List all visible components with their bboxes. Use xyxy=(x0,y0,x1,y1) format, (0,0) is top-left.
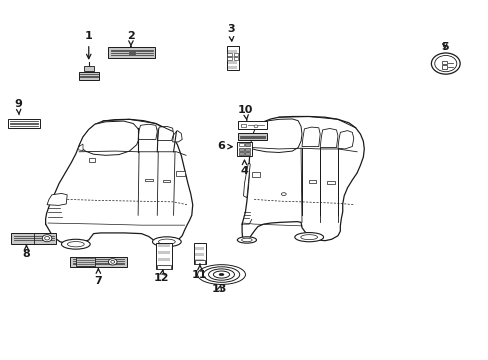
Bar xyxy=(157,258,170,261)
Bar xyxy=(226,46,238,70)
Ellipse shape xyxy=(294,233,323,242)
Text: 6: 6 xyxy=(217,141,232,152)
Bar xyxy=(157,244,170,247)
Bar xyxy=(156,243,172,269)
Bar xyxy=(195,244,204,247)
Text: 12: 12 xyxy=(154,270,169,283)
Bar xyxy=(157,265,170,269)
Bar xyxy=(233,57,238,60)
Bar xyxy=(84,66,93,71)
Bar xyxy=(238,152,243,155)
Ellipse shape xyxy=(241,238,252,242)
Bar xyxy=(227,61,237,64)
Ellipse shape xyxy=(61,239,90,249)
Bar xyxy=(240,124,246,127)
Text: 7: 7 xyxy=(94,269,102,285)
Bar xyxy=(195,253,204,256)
Bar xyxy=(227,53,231,56)
Bar xyxy=(157,247,170,251)
Ellipse shape xyxy=(237,237,256,243)
Bar xyxy=(8,118,40,129)
Bar xyxy=(157,265,170,268)
Bar xyxy=(441,61,446,64)
Bar xyxy=(227,58,237,61)
Bar xyxy=(327,181,334,184)
Ellipse shape xyxy=(281,193,285,195)
Ellipse shape xyxy=(108,259,117,265)
Bar xyxy=(128,51,135,52)
Bar xyxy=(76,257,95,266)
Text: 4: 4 xyxy=(240,160,248,176)
Bar xyxy=(195,256,204,260)
Bar xyxy=(227,55,237,58)
Bar xyxy=(227,50,237,53)
Bar xyxy=(69,257,127,267)
Ellipse shape xyxy=(158,239,175,244)
Polygon shape xyxy=(79,121,140,155)
Bar xyxy=(238,148,243,151)
Polygon shape xyxy=(78,144,83,151)
Bar xyxy=(233,53,238,56)
Bar xyxy=(128,53,135,54)
Ellipse shape xyxy=(67,242,84,247)
Bar xyxy=(89,158,94,162)
Polygon shape xyxy=(47,193,67,206)
Bar xyxy=(227,64,237,67)
Bar xyxy=(11,233,56,244)
Bar xyxy=(157,261,170,265)
Ellipse shape xyxy=(152,237,181,247)
Text: 2: 2 xyxy=(127,31,135,46)
Bar xyxy=(108,47,155,58)
Ellipse shape xyxy=(430,53,459,74)
Bar xyxy=(238,143,243,147)
Bar xyxy=(251,172,260,177)
Ellipse shape xyxy=(219,274,224,276)
Ellipse shape xyxy=(300,235,317,240)
Text: 1: 1 xyxy=(85,31,92,59)
Text: 13: 13 xyxy=(211,284,227,294)
Polygon shape xyxy=(320,129,337,148)
Polygon shape xyxy=(250,119,302,153)
Bar xyxy=(194,260,205,264)
Bar xyxy=(145,179,153,181)
Polygon shape xyxy=(138,124,157,139)
Bar xyxy=(441,66,446,68)
Ellipse shape xyxy=(254,125,257,128)
Bar xyxy=(195,247,204,250)
Bar xyxy=(244,148,249,151)
Ellipse shape xyxy=(44,237,49,240)
Text: 11: 11 xyxy=(192,264,207,280)
Text: 9: 9 xyxy=(14,99,22,115)
Bar xyxy=(308,180,316,183)
Bar xyxy=(244,152,249,155)
Bar xyxy=(157,251,170,254)
Text: 5: 5 xyxy=(440,42,447,51)
Bar xyxy=(227,48,237,50)
Bar xyxy=(195,250,204,253)
Polygon shape xyxy=(302,127,320,147)
Ellipse shape xyxy=(42,235,52,242)
Bar xyxy=(195,260,204,262)
Bar xyxy=(227,67,237,69)
Bar xyxy=(163,180,170,182)
Bar xyxy=(227,53,237,55)
Bar xyxy=(238,121,266,129)
Polygon shape xyxy=(337,131,353,149)
Bar xyxy=(236,141,252,156)
Bar xyxy=(79,72,99,80)
Bar xyxy=(227,57,231,60)
Polygon shape xyxy=(157,126,173,140)
Bar xyxy=(176,171,184,176)
Bar xyxy=(244,143,249,147)
Polygon shape xyxy=(243,163,250,198)
Text: 8: 8 xyxy=(22,246,30,259)
Polygon shape xyxy=(172,131,182,142)
Ellipse shape xyxy=(434,55,456,72)
Ellipse shape xyxy=(111,260,114,263)
Bar xyxy=(194,243,205,264)
Bar xyxy=(157,254,170,258)
Bar xyxy=(238,134,266,140)
Text: 10: 10 xyxy=(237,105,253,121)
Text: 3: 3 xyxy=(227,24,234,41)
